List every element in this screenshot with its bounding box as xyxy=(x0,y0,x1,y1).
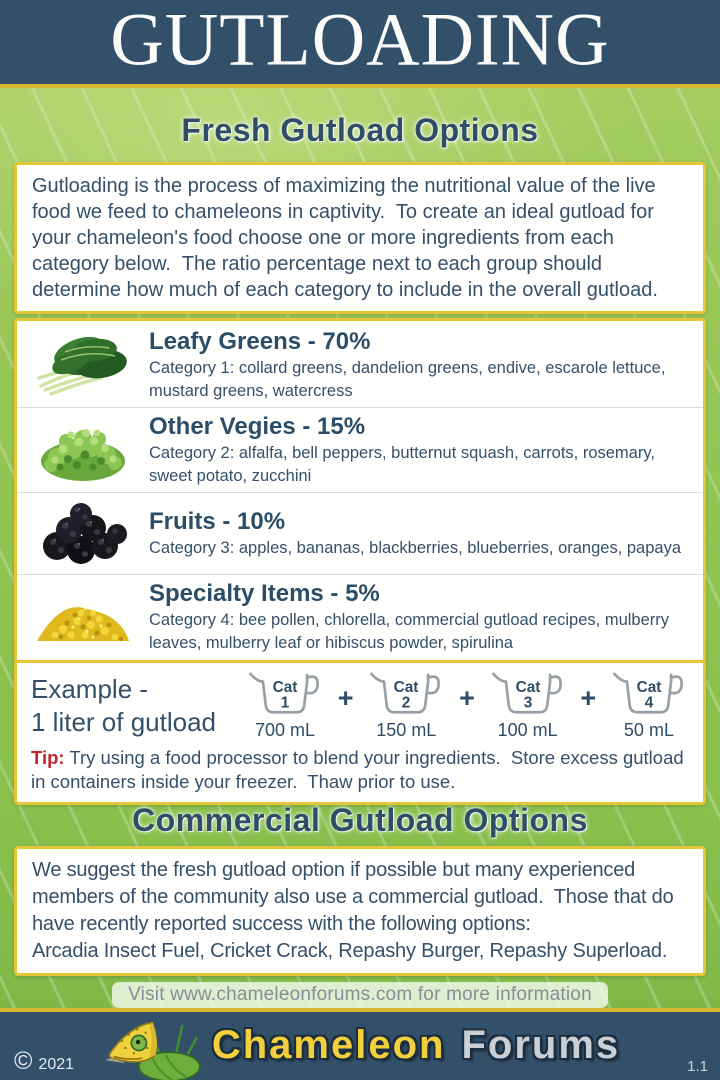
measuring-cup-cat3: Cat 3 100 mL xyxy=(486,671,570,741)
example-box: Example - 1 liter of gutload Cat 1 700 m… xyxy=(14,660,706,805)
cup-amount: 150 mL xyxy=(376,720,437,740)
measuring-cup-cat4: Cat 4 50 mL xyxy=(607,671,691,741)
tip-label: Tip: xyxy=(31,747,65,768)
page-title: GUTLOADING xyxy=(110,0,610,82)
svg-text:3: 3 xyxy=(523,694,532,711)
chameleon-icon xyxy=(106,1021,201,1080)
plus-sign: + xyxy=(580,683,597,713)
svg-text:4: 4 xyxy=(645,694,654,711)
category-description: Category 4: bee pollen, chlorella, comme… xyxy=(149,611,669,652)
tip-text: Tip: Try using a food processor to blend… xyxy=(31,747,689,792)
example-row: Example - 1 liter of gutload Cat 1 700 m… xyxy=(31,669,691,741)
measuring-cup-icon: Cat 1 xyxy=(249,672,319,714)
svg-text:Cat: Cat xyxy=(394,679,419,696)
footer: Chameleon Forums © 2021 1.1 xyxy=(0,1008,720,1080)
brand-name-forums: Forums xyxy=(461,1023,621,1067)
cups-row: Cat 1 700 mL + Cat 2 150 mL + xyxy=(243,669,691,741)
sprouts-image xyxy=(29,415,137,485)
visit-bar: Visit www.chameleonforums.com for more i… xyxy=(0,982,720,1008)
category-description: Category 2: alfalfa, bell peppers, butte… xyxy=(149,444,655,485)
copyright: © 2021 xyxy=(14,1047,74,1076)
commercial-text: We suggest the fresh gutload option if p… xyxy=(32,859,674,962)
category-row-leafy-greens: Leafy Greens - 70% Category 1: collard g… xyxy=(17,323,703,407)
blackberries-image xyxy=(29,500,137,568)
measuring-cup-icon: Cat 4 xyxy=(613,672,683,714)
category-name: Specialty Items - 5% xyxy=(149,580,380,607)
cup-amount: 100 mL xyxy=(497,720,558,740)
cup-amount: 50 mL xyxy=(623,720,674,740)
svg-text:Cat: Cat xyxy=(515,679,540,696)
leafy-greens-image xyxy=(29,328,137,402)
fresh-section-heading: Fresh Gutload Options xyxy=(181,112,539,148)
category-name: Other Vegies - 15% xyxy=(149,413,366,440)
intro-box: Gutloading is the process of maximizing … xyxy=(14,162,706,314)
commercial-box: We suggest the fresh gutload option if p… xyxy=(14,846,706,976)
copyright-year: 2021 xyxy=(38,1056,75,1073)
categories-box: Leafy Greens - 70% Category 1: collard g… xyxy=(14,318,706,664)
category-description: Category 3: apples, bananas, blackberrie… xyxy=(149,539,681,557)
cup-amount: 700 mL xyxy=(254,720,316,740)
intro-text: Gutloading is the process of maximizing … xyxy=(32,175,662,301)
svg-text:2: 2 xyxy=(402,694,411,711)
category-name: Leafy Greens - 70% xyxy=(149,328,371,355)
category-name: Fruits - 10% xyxy=(149,508,286,535)
measuring-cup-icon: Cat 2 xyxy=(370,672,441,714)
category-description: Category 1: collard greens, dandelion gr… xyxy=(149,359,666,400)
plus-sign: + xyxy=(337,683,354,713)
example-label: Example - 1 liter of gutload xyxy=(31,674,217,737)
measuring-cup-cat1: Cat 1 700 mL xyxy=(243,671,327,741)
svg-text:1: 1 xyxy=(281,694,290,711)
category-row-specialty-items: Specialty Items - 5% Category 4: bee pol… xyxy=(17,574,703,659)
svg-text:Cat: Cat xyxy=(637,679,662,696)
copyright-icon: © xyxy=(14,1047,33,1075)
version-label: 1.1 xyxy=(687,1058,708,1075)
category-row-fruits: Fruits - 10% Category 3: apples, bananas… xyxy=(17,492,703,574)
brand-name-chameleon: Chameleon xyxy=(211,1023,446,1067)
category-row-other-vegies: Other Vegies - 15% Category 2: alfalfa, … xyxy=(17,407,703,492)
masthead: GUTLOADING xyxy=(0,0,720,88)
plus-sign: + xyxy=(459,683,475,713)
brand-logo: Chameleon Forums xyxy=(0,1004,720,1080)
measuring-cup-cat2: Cat 2 150 mL xyxy=(364,671,448,741)
svg-text:Cat: Cat xyxy=(273,679,298,696)
bee-pollen-image xyxy=(29,585,137,649)
commercial-section-heading: Commercial Gutload Options xyxy=(132,802,588,838)
visit-link[interactable]: Visit www.chameleonforums.com for more i… xyxy=(112,982,608,1008)
measuring-cup-icon: Cat 3 xyxy=(491,672,562,714)
